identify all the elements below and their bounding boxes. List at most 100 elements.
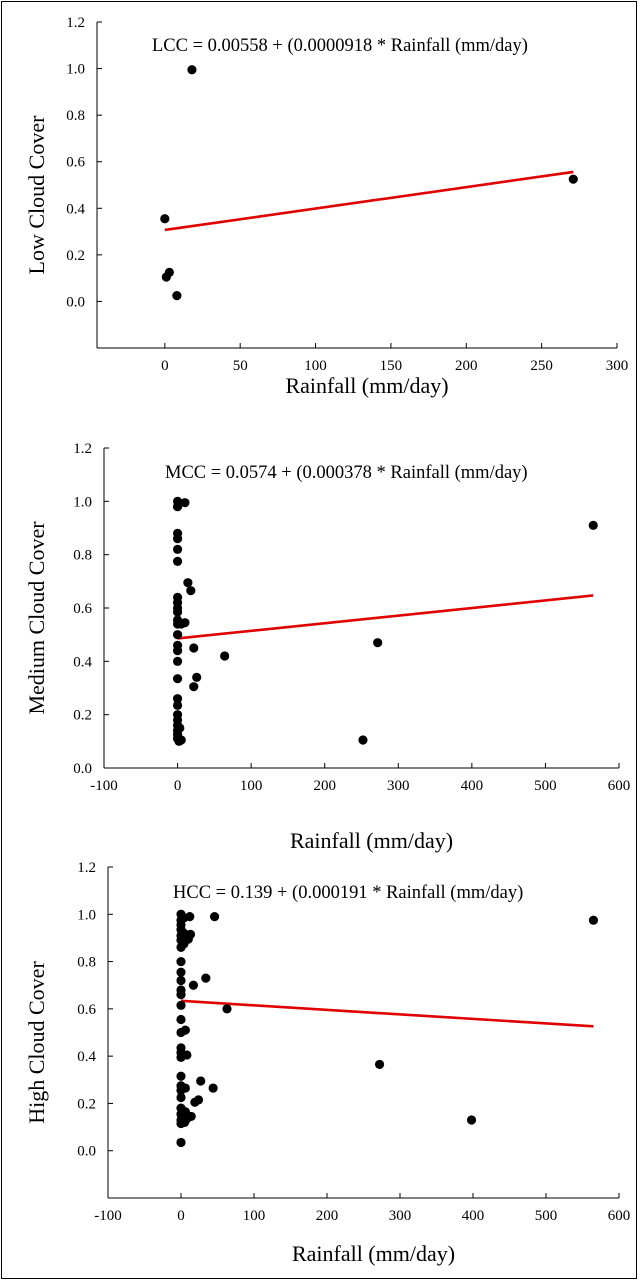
x-tick-label: 400 xyxy=(462,1208,485,1224)
chart-panel-1: 0.0 0.2 0.4 0.6 0.8 1.0 1.2 0 50 100 150 200 250 300 L… xyxy=(24,15,628,398)
x-tick-label: 250 xyxy=(530,358,553,374)
x-axis-label: Rainfall (mm/day) xyxy=(290,828,453,853)
y-axis-label: Medium Cloud Cover xyxy=(24,521,49,715)
data-point xyxy=(172,607,183,617)
y-tick-label: 0.2 xyxy=(73,708,92,724)
data-point xyxy=(187,65,197,75)
y-tick-label: 0.4 xyxy=(73,654,92,670)
x-tick-label: 100 xyxy=(304,358,327,374)
data-point xyxy=(176,975,186,986)
x-tick-label: 150 xyxy=(380,358,403,374)
chart-panel-3: 0.0 0.2 0.4 0.6 0.8 1.0 1.2 -100 0 100 200 300 400 50… xyxy=(24,860,630,1266)
x-tick-label: 500 xyxy=(535,1208,558,1224)
x-tick-label: 200 xyxy=(316,1208,339,1224)
y-tick-label: 1.0 xyxy=(73,494,92,510)
data-point xyxy=(172,646,183,656)
regression-equation: LCC = 0.00558 + (0.0000918 * Rainfall (m… xyxy=(152,36,528,56)
data-point xyxy=(222,1004,232,1014)
data-point xyxy=(160,214,170,224)
data-point xyxy=(172,674,183,684)
data-point xyxy=(172,544,183,554)
y-tick-label: 0.6 xyxy=(73,601,92,617)
data-point xyxy=(189,643,199,653)
data-point xyxy=(176,1014,186,1025)
data-point xyxy=(358,735,368,745)
data-point xyxy=(172,694,183,704)
data-point xyxy=(568,174,578,184)
data-point xyxy=(180,498,190,508)
regression-line xyxy=(180,999,594,1028)
data-point xyxy=(193,1095,204,1105)
y-tick-label: 0.8 xyxy=(73,548,92,564)
data-point xyxy=(185,929,196,939)
x-tick-label: -100 xyxy=(90,778,118,794)
y-tick-label: 0.2 xyxy=(66,248,85,264)
data-point xyxy=(201,973,211,983)
y-axis-label: High Cloud Cover xyxy=(24,961,49,1124)
regression-equation: HCC = 0.139 + (0.000191 * Rainfall (mm/d… xyxy=(173,883,523,903)
x-tick-label: 50 xyxy=(233,358,248,374)
data-point xyxy=(172,291,182,301)
y-tick-label: 0.6 xyxy=(66,155,85,171)
y-tick-label: 0.6 xyxy=(77,1002,96,1018)
data-point xyxy=(176,735,186,745)
data-point xyxy=(186,1111,196,1122)
chart-panel-2: 0.0 0.2 0.4 0.6 0.8 1.0 1.2 -100 0 100 200 300 400 50… xyxy=(24,441,630,853)
y-tick-label: 0.2 xyxy=(77,1096,96,1112)
y-tick-label: 1.0 xyxy=(66,62,85,78)
y-tick-label: 1.2 xyxy=(66,15,85,31)
data-point xyxy=(180,1025,190,1035)
data-point xyxy=(189,682,199,692)
x-tick-label: 100 xyxy=(240,778,263,794)
data-point xyxy=(176,1000,186,1010)
y-axis-label: Low Cloud Cover xyxy=(24,115,49,275)
x-tick-label: 0 xyxy=(177,1208,185,1224)
y-tick-label: 0.4 xyxy=(77,1049,96,1065)
data-point xyxy=(588,915,599,925)
x-tick-label: 300 xyxy=(387,778,410,794)
x-tick-label: 600 xyxy=(608,1208,631,1224)
data-point xyxy=(180,1083,190,1093)
data-point xyxy=(176,967,186,977)
data-point xyxy=(172,630,183,640)
data-point xyxy=(176,1092,186,1103)
y-tick-label: 0.0 xyxy=(77,1144,96,1160)
data-point xyxy=(183,578,193,588)
data-point xyxy=(373,638,383,648)
x-tick-label: 0 xyxy=(161,358,169,374)
x-tick-label: 300 xyxy=(389,1208,412,1224)
data-point xyxy=(208,1083,218,1093)
x-tick-label: -100 xyxy=(94,1208,122,1224)
data-point xyxy=(172,502,183,512)
y-tick-label: 0.0 xyxy=(73,761,92,777)
y-tick-label: 0.0 xyxy=(66,294,85,310)
x-axis-label: Rainfall (mm/day) xyxy=(292,1241,455,1266)
data-point xyxy=(466,1115,477,1125)
data-point xyxy=(209,912,220,922)
data-point xyxy=(220,651,230,661)
x-tick-label: 100 xyxy=(243,1208,266,1224)
data-point xyxy=(172,700,183,710)
regression-line xyxy=(164,170,574,232)
data-point xyxy=(374,1059,385,1070)
regression-equation: MCC = 0.0574 + (0.000378 * Rainfall (mm/… xyxy=(165,463,528,483)
data-point xyxy=(172,556,183,566)
y-tick-label: 1.2 xyxy=(73,441,92,457)
x-tick-label: 0 xyxy=(174,778,182,794)
x-tick-label: 500 xyxy=(534,778,557,794)
data-point xyxy=(192,672,202,682)
x-tick-label: 300 xyxy=(606,358,629,374)
y-tick-label: 0.8 xyxy=(66,108,85,124)
data-point xyxy=(185,912,195,922)
regression-line xyxy=(177,594,594,640)
x-tick-label: 400 xyxy=(461,778,484,794)
data-point xyxy=(188,980,199,990)
x-tick-label: 200 xyxy=(313,778,336,794)
x-tick-label: 200 xyxy=(455,358,478,374)
x-axis-label: Rainfall (mm/day) xyxy=(285,373,448,398)
data-point xyxy=(588,520,598,530)
data-point xyxy=(176,1071,186,1081)
x-tick-label: 600 xyxy=(608,778,631,794)
